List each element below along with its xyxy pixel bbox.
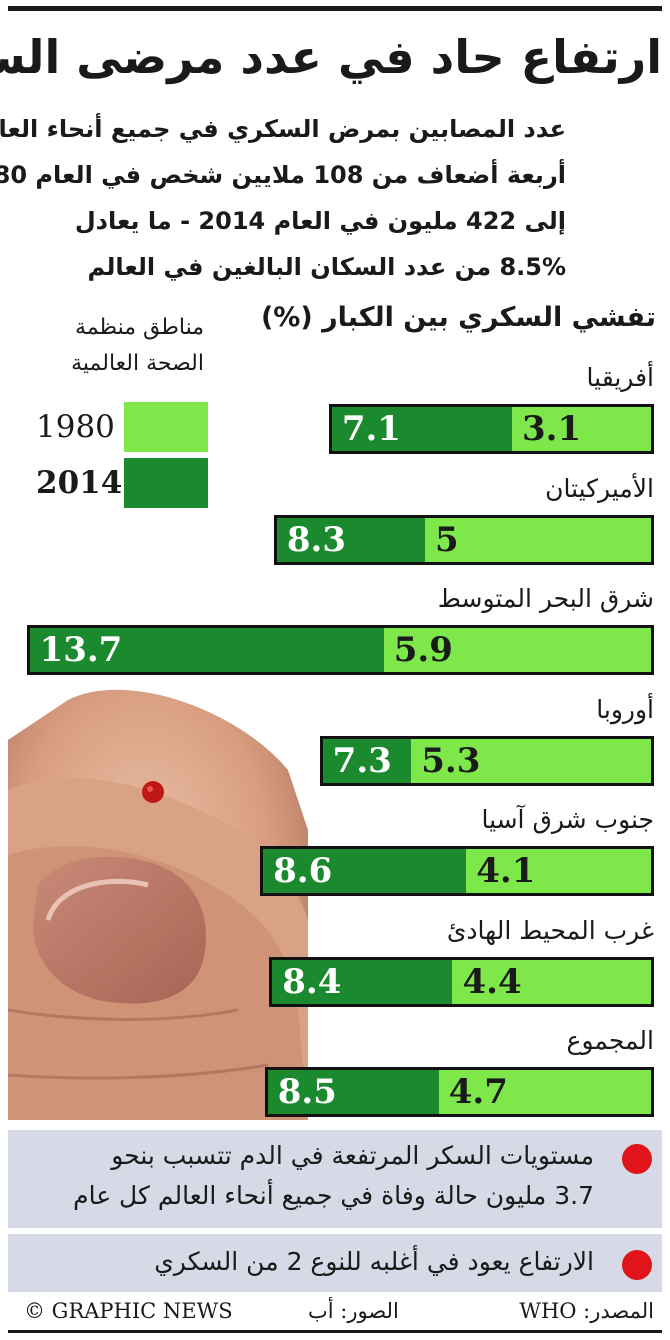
intro-line: أربعة أضعاف من 108 ملايين شخص في العام 1… <box>0 161 566 189</box>
category-label: أوروبا <box>596 694 654 724</box>
bar-2014: 4.4 8.4 <box>269 956 654 1007</box>
legend-label-2014: 2014 <box>36 465 123 501</box>
bar-2014: 5.3 7.3 <box>319 735 654 786</box>
bar-2014: 4.7 8.5 <box>264 1067 654 1117</box>
bottom-rule <box>8 1330 662 1333</box>
data-label-2014: 7.3 <box>332 740 392 781</box>
credit-text: © GRAPHIC NEWS <box>24 1299 233 1323</box>
bar-2014: 5 8.3 <box>273 514 654 565</box>
data-label-2014: 13.7 <box>39 630 123 670</box>
intro-line: 8.5% من عدد السكان البالغين في العالم <box>87 253 566 281</box>
legend-title: مناطق منظمة الصحة العالمية <box>28 310 204 382</box>
finger-prick-blood-drop-icon <box>7 689 308 1120</box>
page-title: ارتفاع حاد في عدد مرضى السكري <box>0 30 662 84</box>
bar-1980: 5 <box>424 517 651 562</box>
category-label: جنوب شرق آسيا <box>481 805 654 834</box>
finger-prick-photo <box>7 680 308 1120</box>
legend-title-line: الصحة العالمية <box>71 351 204 376</box>
data-label-1980: 5.9 <box>393 630 453 670</box>
data-label-2014: 8.4 <box>282 961 342 1002</box>
note-item: الارتفاع يعود في أغلبه للنوع 2 من السكري <box>18 1242 652 1282</box>
legend-label-1980: 1980 <box>36 409 115 445</box>
category-label: الأميركيتان <box>545 473 654 503</box>
bar-1980: 4.1 <box>466 849 651 893</box>
bar-1980: 3.1 <box>512 407 651 451</box>
legend-title-line: مناطق منظمة <box>75 315 204 340</box>
legend-item-1980: 1980 <box>36 402 212 452</box>
source-text: المصدر: WHO <box>519 1299 654 1323</box>
legend-item-2014: 2014 <box>36 458 212 508</box>
data-label-1980: 5.3 <box>421 740 481 781</box>
data-label-1980: 4.4 <box>462 961 522 1002</box>
note-line: 3.7 مليون حالة وفاة في جميع أنحاء العالم… <box>73 1181 594 1210</box>
category-label: شرق البحر المتوسط <box>437 584 654 613</box>
bar-2014: 5.9 13.7 <box>26 625 654 675</box>
bar-2014: 3.1 7.1 <box>328 404 654 454</box>
intro-line: عدد المصابين بمرض السكري في جميع أنحاء ا… <box>0 115 566 143</box>
red-bullet-icon <box>622 1250 652 1280</box>
bar-1980: 5.3 <box>411 738 651 783</box>
data-label-1980: 4.7 <box>448 1072 508 1112</box>
bar-1980: 5.9 <box>383 628 651 672</box>
category-label: المجموع <box>566 1026 654 1055</box>
note-line: مستويات السكر المرتفعة في الدم تتسبب بنح… <box>111 1141 594 1170</box>
data-label-2014: 7.1 <box>341 409 401 449</box>
legend-swatch-1980 <box>124 402 208 452</box>
photos-credit: الصور: أب <box>308 1299 399 1323</box>
chart-title: تفشي السكري بين الكبار (%) <box>260 302 656 333</box>
data-label-2014: 8.3 <box>286 519 347 560</box>
data-label-2014: 8.5 <box>277 1072 337 1112</box>
category-label: أفريقيا <box>586 363 654 392</box>
note-item: مستويات السكر المرتفعة في الدم تتسبب بنح… <box>18 1136 652 1216</box>
note-line: الارتفاع يعود في أغلبه للنوع 2 من السكري <box>154 1247 594 1276</box>
data-label-1980: 4.1 <box>476 851 536 891</box>
data-label-1980: 5 <box>434 519 459 560</box>
legend-swatch-2014 <box>124 458 208 508</box>
data-label-1980: 3.1 <box>522 409 582 449</box>
notes-box: مستويات السكر المرتفعة في الدم تتسبب بنح… <box>8 1130 662 1292</box>
intro-line: إلى 422 مليون في العام 2014 - ما يعادل <box>74 207 566 235</box>
data-label-2014: 8.6 <box>273 851 333 891</box>
top-rule <box>8 6 662 11</box>
bar-1980: 4.7 <box>438 1070 651 1114</box>
red-bullet-icon <box>622 1144 652 1174</box>
footer: © GRAPHIC NEWS الصور: أب المصدر: WHO <box>8 1292 662 1330</box>
category-label: غرب المحيط الهادئ <box>446 915 654 945</box>
bar-1980: 4.4 <box>452 959 651 1004</box>
intro-paragraph: عدد المصابين بمرض السكري في جميع أنحاء ا… <box>0 106 566 290</box>
notes-divider <box>8 1228 662 1234</box>
bar-2014: 4.1 8.6 <box>260 846 654 896</box>
